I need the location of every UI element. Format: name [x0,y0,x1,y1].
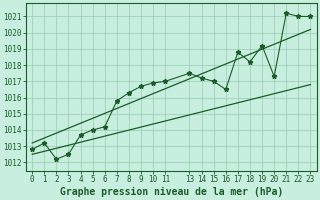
X-axis label: Graphe pression niveau de la mer (hPa): Graphe pression niveau de la mer (hPa) [60,186,283,197]
